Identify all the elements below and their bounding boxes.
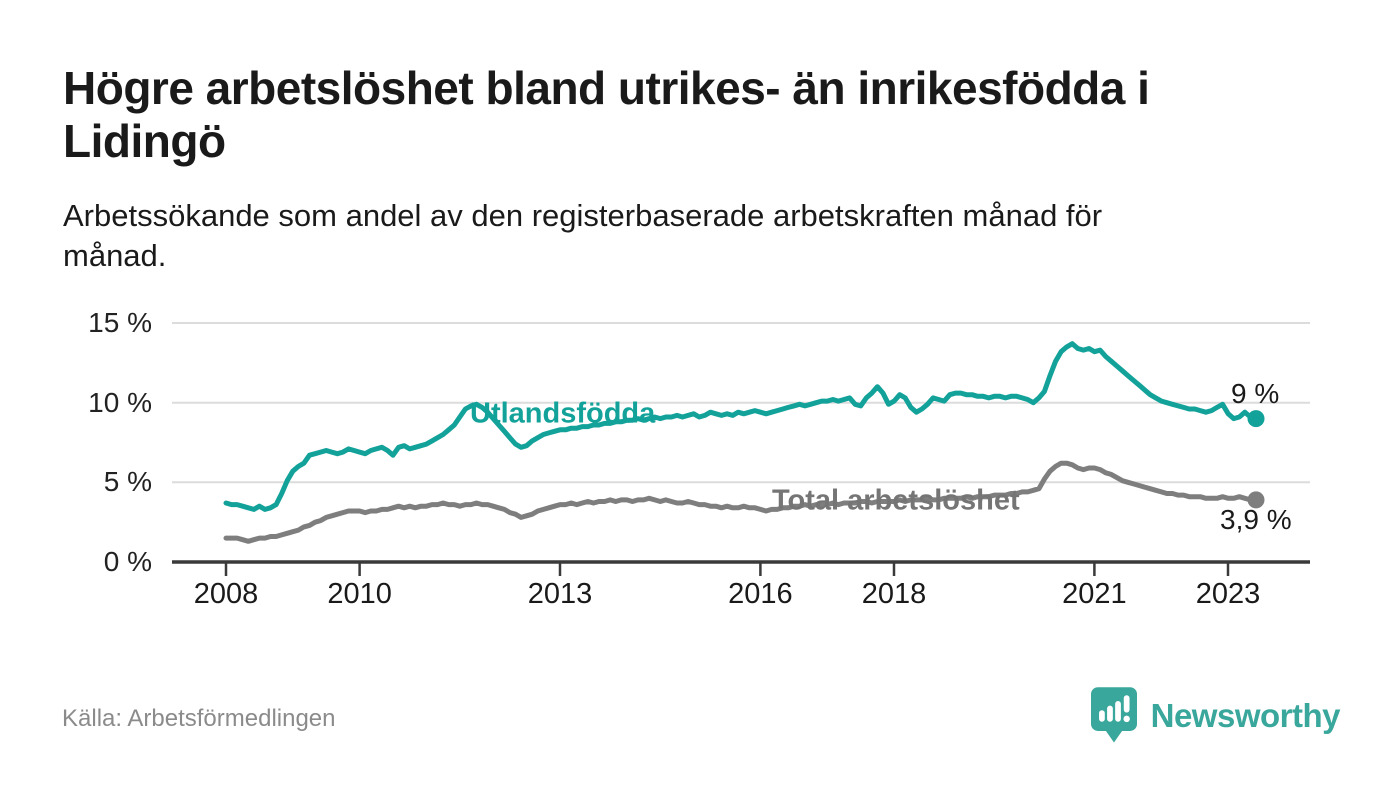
series-label-total-arbetsloshet: Total arbetslöshet	[772, 484, 1020, 517]
series-line	[223, 460, 1259, 544]
y-tick-label: 5 %	[103, 466, 152, 498]
x-tick-label: 2010	[327, 578, 392, 610]
x-tick-label: 2021	[1062, 578, 1127, 610]
source-credit: Källa: Arbetsförmedlingen	[62, 705, 336, 732]
x-tick-label: 2008	[193, 578, 259, 610]
x-tick-label: 2016	[728, 578, 793, 610]
series-end-dot	[1247, 491, 1265, 509]
y-tick-label: 15 %	[88, 307, 152, 338]
newsworthy-brand-name: Newsworthy	[1150, 697, 1341, 734]
chart-subtitle-line1: Arbetssökande som andel av den registerb…	[63, 198, 1103, 233]
y-tick-label: 0 %	[103, 546, 152, 577]
x-tick-label: 2023	[1195, 578, 1261, 610]
end-value-label-utlandsfodda: 9 %	[1231, 378, 1280, 409]
series-end-dot	[1247, 410, 1265, 428]
page-title: Högre arbetslöshet bland utrikes- än inr…	[63, 62, 1383, 168]
newsworthy-logo-icon	[1090, 687, 1137, 743]
series-line	[223, 341, 1259, 512]
x-tick-label: 2018	[861, 578, 927, 610]
y-tick-label: 10 %	[88, 386, 152, 418]
newsworthy-brand: Newsworthy	[1090, 685, 1341, 747]
chart-subtitle: Arbetssökande som andel av den registerb…	[63, 196, 1323, 276]
page-title-line1: Högre arbetslöshet bland utrikes- än inr…	[63, 62, 1150, 114]
end-value-label-total: 3,9 %	[1220, 504, 1292, 535]
page-title-line2: Lidingö	[63, 115, 226, 167]
series-label-utlandsfodda: Utlandsfödda	[470, 397, 656, 430]
chart-subtitle-line2: månad.	[63, 238, 167, 273]
x-tick-label: 2013	[527, 578, 593, 610]
